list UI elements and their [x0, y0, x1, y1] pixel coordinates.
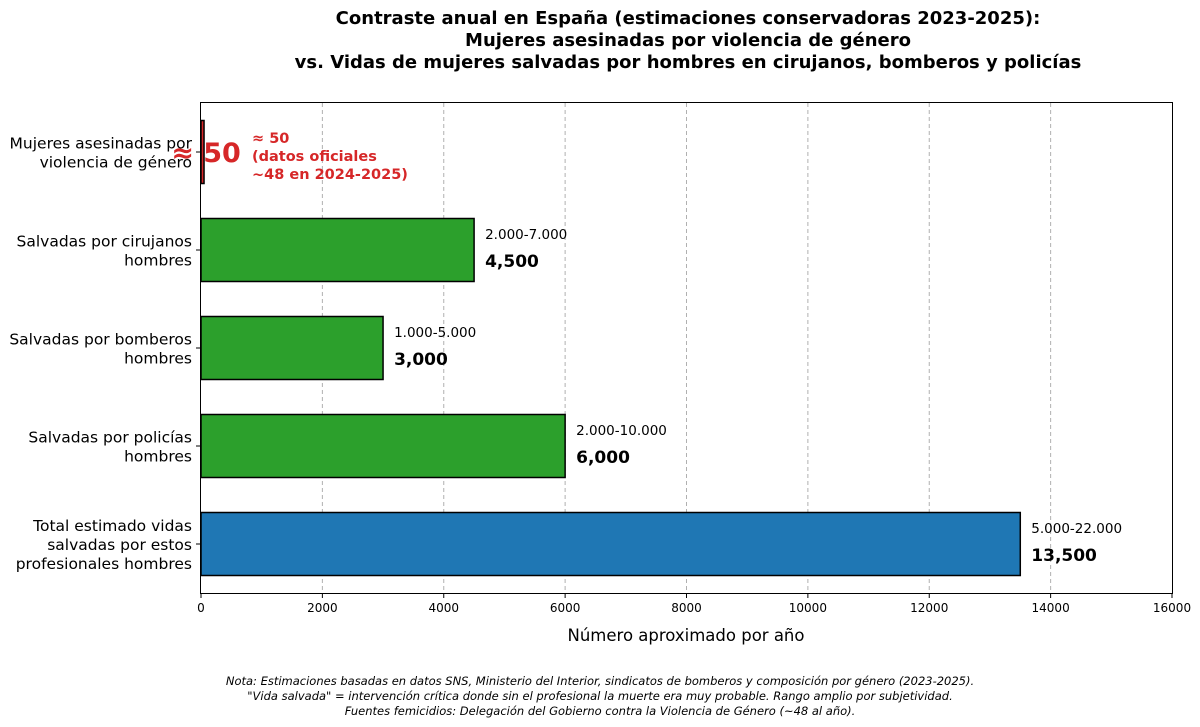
note-line-1: Nota: Estimaciones basadas en datos SNS,…	[226, 674, 974, 688]
y-category-label: Mujeres asesinadas por	[10, 135, 193, 153]
x-tick-label: 2000	[307, 601, 338, 615]
bar-value-label: 13,500	[1031, 546, 1097, 566]
note-line-3: Fuentes femicidios: Delegación del Gobie…	[345, 704, 856, 718]
y-category-label: Total estimado vidas	[32, 517, 192, 535]
y-category-label: hombres	[124, 448, 192, 466]
chart-title-line-2: Mujeres asesinadas por violencia de géne…	[465, 30, 911, 51]
x-tick-label: 16000	[1153, 601, 1191, 615]
x-tick-label: 0	[197, 601, 205, 615]
x-tick-label: 12000	[910, 601, 948, 615]
y-category-label: Salvadas por cirujanos	[17, 233, 193, 251]
bar-range-label: 5.000-22.000	[1031, 521, 1122, 537]
x-axis: 0 2000 4000 6000 8000 10000 12000 14000 16000	[197, 593, 1191, 615]
femicide-annotation: ≈ 50 (datos oficiales ~48 en 2024-2025)	[252, 131, 408, 183]
bar	[200, 315, 384, 381]
x-axis-label: Número aproximado por año	[568, 626, 805, 645]
annotation-line-2: (datos oficiales	[252, 149, 377, 165]
bar	[200, 413, 566, 479]
annotation-line-3: ~48 en 2024-2025)	[252, 167, 408, 183]
annotation-line-1: ≈ 50	[252, 131, 289, 147]
x-tick-label: 4000	[428, 601, 459, 615]
x-tick-label: 10000	[789, 601, 827, 615]
bar	[200, 217, 475, 283]
y-category-label: Salvadas por policías	[28, 429, 192, 447]
bar-value-label: ≈ 50	[171, 138, 241, 169]
bar-range-label: 2.000-10.000	[576, 423, 667, 439]
bar-range-label: 1.000-5.000	[394, 325, 476, 341]
x-tick-label: 14000	[1032, 601, 1070, 615]
bar-value-label: 4,500	[485, 252, 539, 272]
y-category-label: Salvadas por bomberos	[9, 331, 192, 349]
chart-title-line-1: Contraste anual en España (estimaciones …	[336, 8, 1041, 29]
bar	[200, 511, 1022, 577]
x-tick-label: 8000	[671, 601, 702, 615]
bar-range-label: 2.000-7.000	[485, 227, 567, 243]
bar-labels: ≈ 50 2.000-7.000 4,500 1.000-5.000 3,000 2.00…	[171, 138, 1122, 566]
bar-value-label: 6,000	[576, 448, 630, 468]
y-category-label: profesionales hombres	[16, 555, 192, 573]
note-line-2: "Vida salvada" = intervención crítica do…	[247, 689, 952, 703]
x-tick-label: 6000	[550, 601, 581, 615]
bar-value-label: 3,000	[394, 350, 448, 370]
y-category-label: violencia de género	[40, 154, 192, 172]
y-category-label: hombres	[124, 252, 192, 270]
chart-title-line-3: vs. Vidas de mujeres salvadas por hombre…	[295, 52, 1082, 73]
y-category-label: salvadas por estos	[47, 536, 192, 554]
y-category-label: hombres	[124, 350, 192, 368]
